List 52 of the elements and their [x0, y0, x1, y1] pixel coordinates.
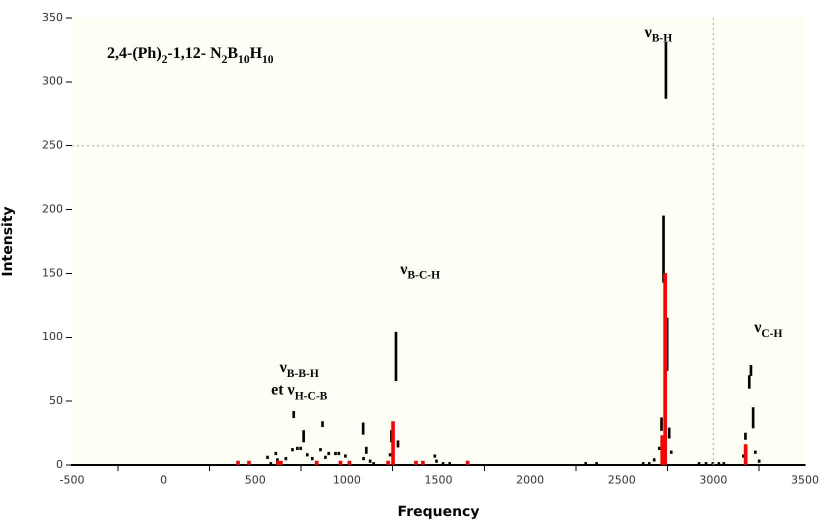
bar	[414, 460, 418, 465]
y-tick-label: 200	[42, 202, 63, 216]
y-tick-label: 300	[42, 74, 63, 88]
bar	[664, 42, 668, 99]
bar	[394, 332, 398, 382]
bar	[663, 273, 668, 465]
x-tick-label: 0	[160, 473, 168, 486]
bar	[348, 460, 352, 465]
bar	[364, 446, 368, 454]
bar	[754, 450, 757, 454]
x-tick-label: 2000	[516, 473, 544, 486]
y-tick-label: 0	[56, 458, 63, 471]
bar	[362, 422, 365, 435]
bar	[744, 432, 747, 440]
bar	[319, 448, 322, 452]
bar	[362, 457, 365, 460]
bar	[421, 460, 425, 465]
bar	[662, 216, 665, 283]
y-tick-label: 150	[42, 266, 63, 280]
y-tick-label: 250	[42, 138, 63, 152]
bar	[396, 440, 400, 448]
x-tick-label: 1000	[332, 473, 361, 486]
x-tick-label: 3000	[699, 473, 728, 486]
x-axis-title: Frequency	[398, 504, 480, 520]
bar	[266, 456, 269, 459]
bar	[247, 460, 251, 465]
bar	[236, 460, 240, 465]
bar	[660, 417, 663, 431]
bar	[291, 448, 294, 452]
y-tick-label: 350	[42, 10, 63, 24]
bar	[744, 444, 748, 465]
bar	[338, 460, 342, 465]
bar	[314, 460, 318, 465]
bar	[668, 428, 671, 439]
y-tick-label: 100	[42, 330, 63, 344]
x-tick-label: -500	[60, 473, 84, 486]
bar	[334, 452, 337, 456]
x-tick-label: 2500	[608, 473, 636, 486]
bar	[306, 453, 309, 456]
bar	[279, 460, 283, 465]
bar	[466, 460, 470, 465]
bar	[321, 421, 324, 428]
x-tick-label: 1500	[424, 473, 452, 486]
bar	[302, 430, 305, 442]
bar	[292, 411, 296, 418]
x-tick-label: 3500	[791, 473, 819, 486]
bar	[752, 407, 754, 428]
bar	[324, 456, 327, 459]
y-tick-label: 50	[49, 394, 63, 407]
bar	[670, 450, 673, 454]
y-axis-title: Intensity	[0, 206, 16, 277]
x-tick-label: 500	[244, 473, 266, 486]
